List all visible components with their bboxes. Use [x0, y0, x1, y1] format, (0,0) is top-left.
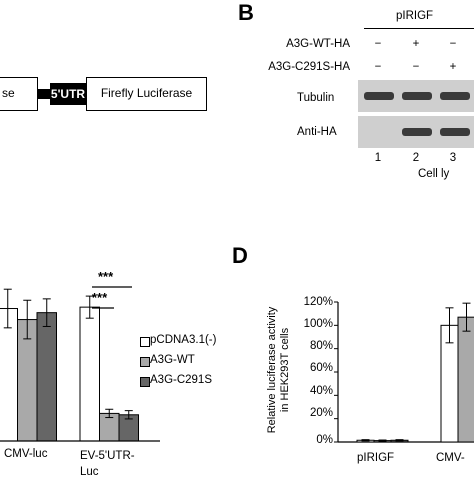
panel-b-letter: B: [238, 0, 254, 25]
construct-left-box: [0, 77, 38, 111]
plasmid-bracket-line: [364, 28, 474, 30]
panel-d-tick-marks: [334, 301, 338, 443]
construct-firefly-box: Firefly Luciferase: [86, 77, 207, 111]
ytick-60: 60%: [309, 362, 333, 374]
ha-band-3: [440, 128, 470, 136]
construct-left-label: se: [2, 86, 15, 100]
tubulin-band-3: [440, 92, 470, 100]
legend-label-c291s: A3G-C291S: [150, 374, 213, 386]
mark-c291s-3: +: [449, 61, 457, 73]
ytick-20: 20%: [309, 407, 333, 419]
panel-d-letter: D: [232, 243, 248, 268]
legend-swatch-wt: [140, 357, 150, 367]
tubulin-band-2: [402, 92, 432, 100]
lane-1: 1: [374, 152, 382, 164]
mark-wt-1: −: [374, 38, 382, 50]
ytick-120: 120%: [303, 296, 333, 308]
legend-label-pcdna: pCDNA3.1(-): [150, 334, 217, 346]
mark-c291s-1: −: [374, 61, 382, 73]
bar-d-1-1: [457, 316, 474, 443]
blot-label-tubulin: Tubulin: [297, 92, 335, 104]
ha-band-2: [402, 128, 432, 136]
construct-linker: [38, 89, 50, 99]
sig-top-stars: ***: [98, 269, 114, 284]
ytick-40: 40%: [309, 385, 333, 397]
legend-swatch-c291s: [140, 377, 150, 387]
ytick-80: 80%: [309, 340, 333, 352]
legend-label-wt: A3G-WT: [150, 354, 195, 366]
blot-label-anti-ha: Anti-HA: [297, 126, 337, 138]
mark-wt-3: −: [449, 38, 457, 50]
ytick-0: 0%: [316, 434, 333, 446]
panel-d-xtick-cmv: CMV-: [436, 452, 465, 464]
mark-c291s-2: −: [412, 61, 420, 73]
row-label-wt: A3G-WT-HA: [286, 38, 350, 50]
lane-3: 3: [449, 152, 457, 164]
sig-bottom-stars: ***: [92, 290, 108, 305]
panel-d-xtick-pirigf: pIRIGF: [357, 452, 395, 464]
mark-wt-2: +: [412, 38, 420, 50]
panel-c-bars: [0, 288, 139, 442]
tubulin-band-1: [364, 92, 394, 100]
ytick-100: 100%: [303, 318, 333, 330]
lane-2: 2: [412, 152, 420, 164]
panel-c-xtick-cmv: CMV-luc: [4, 448, 48, 460]
panel-d-bars: [356, 302, 474, 443]
legend-swatch-pcdna: [140, 337, 150, 347]
cell-lysate-label: Cell ly: [418, 168, 450, 180]
plasmid-label: pIRIGF: [396, 10, 434, 22]
construct-5utr-box: 5'UTR: [50, 83, 86, 105]
row-label-c291s: A3G-C291S-HA: [268, 61, 350, 73]
